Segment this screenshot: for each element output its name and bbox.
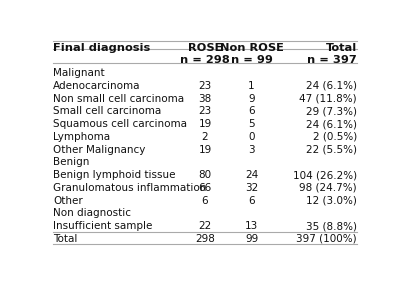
Text: Non small cell carcinoma: Non small cell carcinoma [53, 94, 184, 103]
Text: 6: 6 [248, 196, 255, 206]
Text: 6: 6 [202, 196, 208, 206]
Text: Final diagnosis: Final diagnosis [53, 43, 150, 52]
Text: 298: 298 [195, 234, 215, 244]
Text: Other: Other [53, 196, 83, 206]
Text: 3: 3 [248, 145, 255, 155]
Text: 5: 5 [248, 119, 255, 129]
Text: Total: Total [326, 43, 357, 52]
Text: 35 (8.8%): 35 (8.8%) [306, 221, 357, 231]
Text: 9: 9 [248, 94, 255, 103]
Text: Insufficient sample: Insufficient sample [53, 221, 152, 231]
Text: 99: 99 [245, 234, 258, 244]
Text: 104 (26.2%): 104 (26.2%) [293, 170, 357, 180]
Text: Total: Total [53, 234, 78, 244]
Text: Benign lymphoid tissue: Benign lymphoid tissue [53, 170, 176, 180]
Text: 24: 24 [245, 170, 258, 180]
Text: 98 (24.7%): 98 (24.7%) [299, 183, 357, 193]
Text: 32: 32 [245, 183, 258, 193]
Text: Small cell carcinoma: Small cell carcinoma [53, 106, 161, 116]
Text: n = 99: n = 99 [230, 55, 272, 65]
Text: 12 (3.0%): 12 (3.0%) [306, 196, 357, 206]
Text: 2 (0.5%): 2 (0.5%) [313, 132, 357, 142]
Text: 13: 13 [245, 221, 258, 231]
Text: 29 (7.3%): 29 (7.3%) [306, 106, 357, 116]
Text: n = 397: n = 397 [307, 55, 357, 65]
Text: Benign: Benign [53, 157, 90, 167]
Text: 38: 38 [198, 94, 212, 103]
Text: n = 298: n = 298 [180, 55, 230, 65]
Text: Non diagnostic: Non diagnostic [53, 208, 131, 218]
Text: 2: 2 [202, 132, 208, 142]
Text: Other Malignancy: Other Malignancy [53, 145, 146, 155]
Text: 19: 19 [198, 145, 212, 155]
Text: ROSE: ROSE [188, 43, 222, 52]
Text: Non ROSE: Non ROSE [220, 43, 284, 52]
Text: 397 (100%): 397 (100%) [296, 234, 357, 244]
Text: Malignant: Malignant [53, 68, 105, 78]
Text: Adenocarcinoma: Adenocarcinoma [53, 81, 141, 91]
Text: Lymphoma: Lymphoma [53, 132, 110, 142]
Text: 66: 66 [198, 183, 212, 193]
Text: Granulomatous inflammation: Granulomatous inflammation [53, 183, 206, 193]
Text: 24 (6.1%): 24 (6.1%) [306, 81, 357, 91]
Text: 22 (5.5%): 22 (5.5%) [306, 145, 357, 155]
Text: 47 (11.8%): 47 (11.8%) [299, 94, 357, 103]
Text: 1: 1 [248, 81, 255, 91]
Text: Squamous cell carcinoma: Squamous cell carcinoma [53, 119, 187, 129]
Text: 23: 23 [198, 81, 212, 91]
Text: 0: 0 [248, 132, 255, 142]
Text: 22: 22 [198, 221, 212, 231]
Text: 6: 6 [248, 106, 255, 116]
Text: 23: 23 [198, 106, 212, 116]
Text: 19: 19 [198, 119, 212, 129]
Text: 24 (6.1%): 24 (6.1%) [306, 119, 357, 129]
Text: 80: 80 [198, 170, 212, 180]
